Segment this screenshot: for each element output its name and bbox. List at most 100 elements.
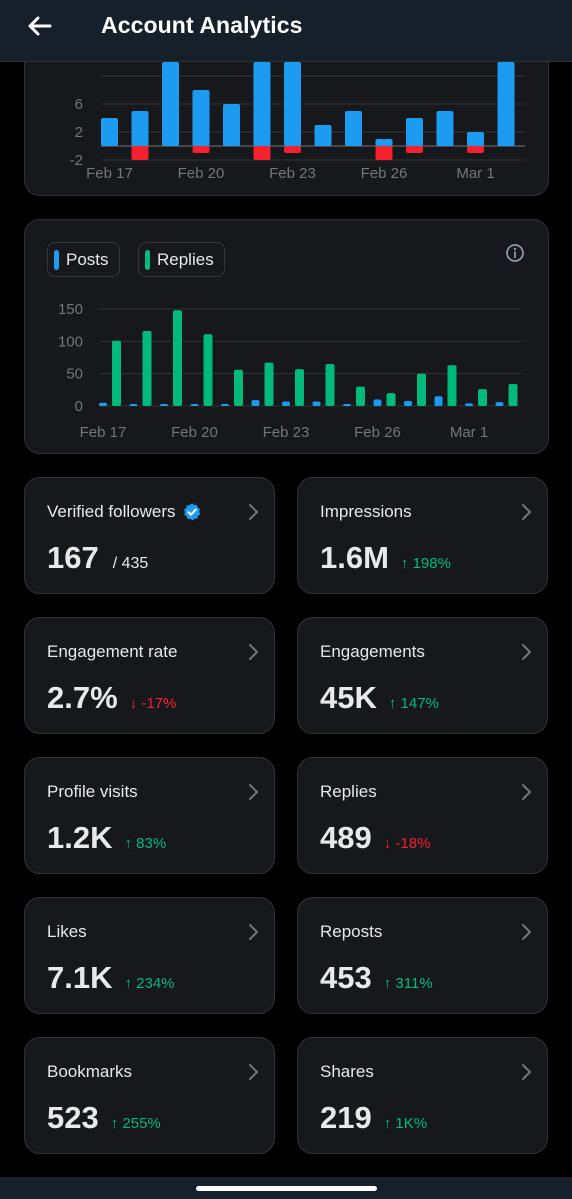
legend-posts-toggle[interactable]: Posts: [47, 242, 120, 277]
metric-label: Likes: [47, 922, 87, 941]
y-tick-label: 6: [75, 96, 83, 113]
posts-bar: [282, 401, 290, 406]
bar: [131, 111, 149, 146]
metric-card-verified-followers[interactable]: Verified followers 167 / 435: [24, 477, 275, 594]
metric-value-row: 453 ↑ 311%: [320, 960, 433, 996]
metric-total: / 435: [112, 555, 149, 572]
metric-change-value: 83%: [136, 835, 167, 852]
metric-card-impressions[interactable]: Impressions 1.6M ↑ 198%: [297, 477, 548, 594]
metric-change-value: 147%: [400, 695, 439, 712]
replies-bar: [386, 393, 396, 406]
chevron-right-icon: [522, 924, 531, 940]
metric-card-engagement-rate[interactable]: Engagement rate 2.7% ↓ -17%: [24, 617, 275, 734]
y-tick-label: 100: [58, 333, 83, 350]
metric-card-replies[interactable]: Replies 489 ↓ -18%: [297, 757, 548, 874]
replies-bar: [447, 365, 457, 406]
back-arrow-icon[interactable]: [24, 10, 56, 42]
bar: [406, 146, 423, 153]
chevron-right-icon: [522, 504, 531, 520]
metric-value-row: 489 ↓ -18%: [320, 820, 430, 856]
posts-bar: [373, 399, 382, 406]
metric-label: Impressions: [320, 502, 412, 521]
bar: [467, 132, 484, 146]
info-icon[interactable]: [504, 242, 526, 264]
bar: [192, 90, 210, 146]
posts-bar: [221, 404, 229, 406]
posts-replies-bar-chart: 150 100 50 0 Feb 17 Feb 20 Feb 23 Feb 26 Mar 1: [58, 301, 522, 441]
y-tick-label: 150: [58, 301, 83, 318]
chevron-right-icon: [249, 644, 258, 660]
x-tick-label: Feb 17: [86, 165, 133, 182]
y-tick-label: 2: [75, 124, 83, 141]
bar: [101, 118, 118, 146]
metric-change: ↑ 1K%: [384, 1115, 427, 1132]
legend-replies-toggle[interactable]: Replies: [138, 242, 225, 277]
replies-bar: [295, 369, 304, 406]
top-app-bar: Account Analytics: [0, 0, 572, 62]
legend-replies-label: Replies: [157, 249, 214, 269]
page-title: Account Analytics: [101, 12, 303, 38]
metric-change: ↑ 147%: [389, 695, 439, 712]
x-tick-label: Feb 23: [263, 424, 310, 441]
arrow-up-icon: ↑: [124, 835, 132, 852]
metric-card-bookmarks[interactable]: Bookmarks 523 ↑ 255%: [24, 1037, 275, 1154]
metric-label: Verified followers: [47, 502, 202, 522]
x-tick-label: Feb 26: [361, 165, 408, 182]
metric-change-value: -17%: [141, 695, 177, 712]
metric-value: 1.2K: [47, 820, 113, 855]
replies-bar: [203, 334, 213, 406]
replies-bar: [356, 386, 365, 406]
bar: [436, 111, 454, 146]
metric-card-reposts[interactable]: Reposts 453 ↑ 311%: [297, 897, 548, 1014]
chevron-right-icon: [249, 504, 258, 520]
metric-card-profile-visits[interactable]: Profile visits 1.2K ↑ 83%: [24, 757, 275, 874]
posts-bar: [190, 404, 199, 406]
home-indicator[interactable]: [196, 1186, 377, 1191]
arrow-up-icon: ↑: [400, 555, 409, 572]
metric-value-row: 1.6M ↑ 198%: [320, 540, 451, 576]
metric-value: 1.6M: [320, 540, 389, 575]
bar: [162, 62, 179, 146]
posts-bar: [251, 400, 260, 406]
metric-card-likes[interactable]: Likes 7.1K ↑ 234%: [24, 897, 275, 1014]
metric-change-value: 234%: [136, 975, 175, 992]
posts-replies-chart-card: Posts Replies 150 100 50 0 Feb 17 Feb 20 Feb 2…: [24, 219, 549, 454]
metric-value-row: 45K ↑ 147%: [320, 680, 439, 716]
posts-bar: [312, 401, 321, 406]
x-tick-label: Feb 17: [80, 424, 127, 441]
arrow-up-icon: ↑: [388, 695, 397, 712]
chevron-right-icon: [249, 784, 258, 800]
replies-bar: [325, 363, 335, 406]
posts-bar: [404, 400, 412, 406]
metric-value: 219: [320, 1100, 372, 1135]
bar: [375, 146, 393, 160]
metric-change: ↓ -17%: [130, 695, 177, 712]
bar: [314, 125, 332, 146]
metric-label: Bookmarks: [47, 1062, 133, 1081]
bar: [284, 62, 301, 146]
arrow-up-icon: ↑: [383, 1115, 392, 1132]
metric-change: ↑ 234%: [124, 975, 174, 992]
metric-value-row: 167 / 435: [47, 540, 148, 576]
posts-bar: [495, 402, 504, 406]
posts-bar: [465, 403, 473, 406]
metric-card-engagements[interactable]: Engagements 45K ↑ 147%: [297, 617, 548, 734]
replies-swatch: [145, 249, 150, 270]
bar: [284, 146, 301, 153]
replies-bar: [142, 330, 152, 406]
metric-label: Engagement rate: [47, 642, 178, 661]
bar: [253, 62, 271, 146]
y-tick-label: 50: [66, 366, 83, 383]
x-tick-label: Mar 1: [450, 424, 488, 441]
metric-label: Reposts: [320, 922, 383, 941]
metric-card-shares[interactable]: Shares 219 ↑ 1K%: [297, 1037, 548, 1154]
metric-label: Shares: [320, 1062, 374, 1081]
bar: [497, 62, 515, 146]
replies-bar: [417, 373, 426, 406]
arrow-up-icon: ↑: [383, 975, 392, 992]
posts-bar: [99, 402, 107, 406]
metric-label: Engagements: [320, 642, 425, 661]
legend-posts-label: Posts: [66, 249, 109, 269]
metric-change: ↑ 311%: [384, 975, 433, 992]
